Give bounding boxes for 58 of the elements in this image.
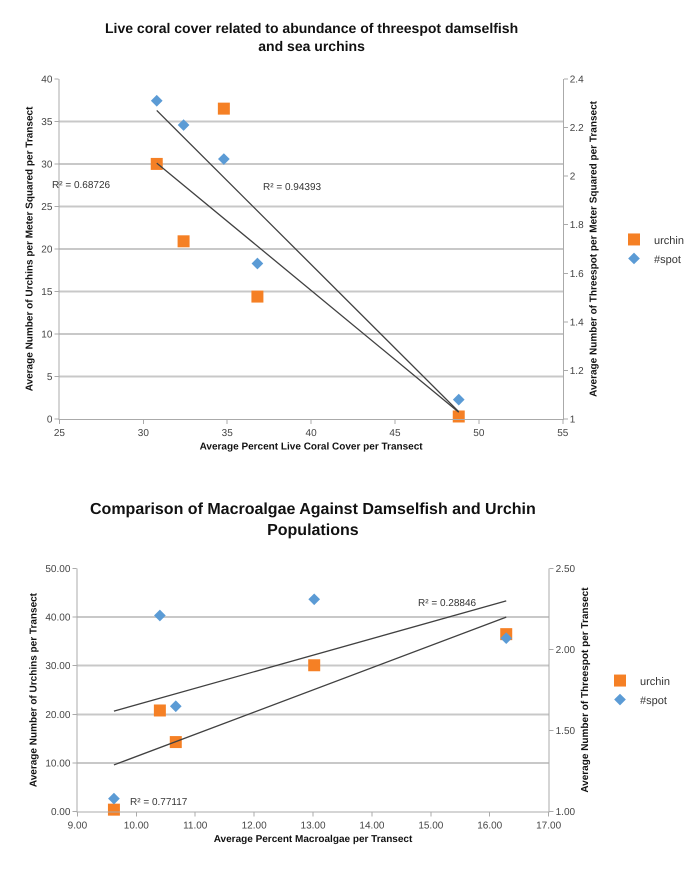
x-tick-label: 11.00 (183, 820, 208, 832)
y-axis-title: Average Number of Urchins per Transect (28, 592, 40, 788)
y-tick-label: 30.00 (45, 661, 71, 672)
x-tick-label: 12.00 (242, 820, 268, 832)
chart-title: Comparison of Macroalgae Against Damselfish and Urchin Populations (90, 501, 536, 539)
y-tick-label: 40 (41, 74, 53, 86)
y-tick-label: 35 (41, 116, 53, 128)
x-tick-label: 40 (306, 428, 318, 440)
x-axis-title: Average Percent Macroalgae per Transect (214, 834, 413, 846)
annotation: R² = 0.68726 (52, 180, 111, 191)
annotation: R² = 0.77117 (130, 797, 188, 808)
x-tick-label: 15.00 (418, 820, 444, 832)
y-tick-label: 0 (46, 414, 53, 426)
x-tick-label: 30 (138, 428, 150, 440)
y2-tick-label: 2.00 (556, 645, 576, 656)
y-tick-label: 50.00 (45, 564, 71, 576)
y2-tick-label: 1.4 (570, 317, 584, 328)
chart-title: Live coral cover related to abundance of threespot damselfish and sea urchins (105, 20, 518, 54)
y-tick-label: 30 (41, 159, 53, 170)
y2-tick-label: 1.00 (556, 807, 576, 818)
y-tick-label: 40.00 (45, 612, 71, 624)
y2-tick-label: 1 (570, 414, 576, 426)
y-tick-label: 20 (41, 244, 53, 256)
legend-label: #spot (654, 254, 681, 266)
y2-axis-title: Average Number of Threespot per Meter Squared per Transect (588, 100, 600, 397)
y-tick-label: 10 (41, 329, 53, 340)
y2-tick-label: 1.6 (570, 268, 584, 280)
x-axis-title: Average Percent Live Coral Cover per Transect (200, 442, 424, 453)
y2-tick-label: 2.50 (556, 564, 576, 576)
y2-tick-label: 1.2 (570, 366, 584, 377)
y-tick-label: 25 (41, 202, 53, 213)
legend-label: urchin (654, 234, 684, 247)
y2-tick-label: 1.50 (556, 726, 576, 738)
x-tick-label: 14.00 (359, 820, 385, 832)
y-tick-label: 10.00 (45, 758, 71, 770)
x-tick-label: 55 (557, 428, 569, 440)
x-tick-label: 9.00 (68, 820, 88, 832)
y-axis-title: Average Number of Urchins per Meter Squared per Transect (24, 106, 36, 392)
legend-label: urchin (640, 676, 670, 688)
y-tick-label: 20.00 (45, 710, 71, 721)
x-tick-label: 35 (222, 428, 234, 440)
x-tick-label: 16.00 (477, 820, 503, 832)
y-tick-label: 0.00 (50, 807, 71, 818)
y2-tick-label: 2 (570, 172, 576, 183)
annotation: R² = 0.94393 (263, 182, 322, 193)
y2-axis-title: Average Number of Threespot per Transect (580, 586, 592, 793)
x-tick-label: 13.00 (300, 820, 326, 832)
y-tick-label: 15 (41, 286, 53, 298)
y2-tick-label: 2.4 (570, 74, 584, 86)
x-tick-label: 10.00 (124, 820, 150, 832)
legend-label: #spot (640, 694, 667, 707)
y-tick-label: 5 (46, 372, 53, 384)
x-tick-label: 50 (473, 428, 485, 440)
annotation: R² = 0.28846 (418, 598, 477, 609)
x-tick-label: 17.00 (536, 820, 562, 832)
y2-tick-label: 2.2 (570, 122, 584, 134)
x-tick-label: 45 (389, 428, 401, 440)
y2-tick-label: 1.8 (570, 220, 584, 232)
